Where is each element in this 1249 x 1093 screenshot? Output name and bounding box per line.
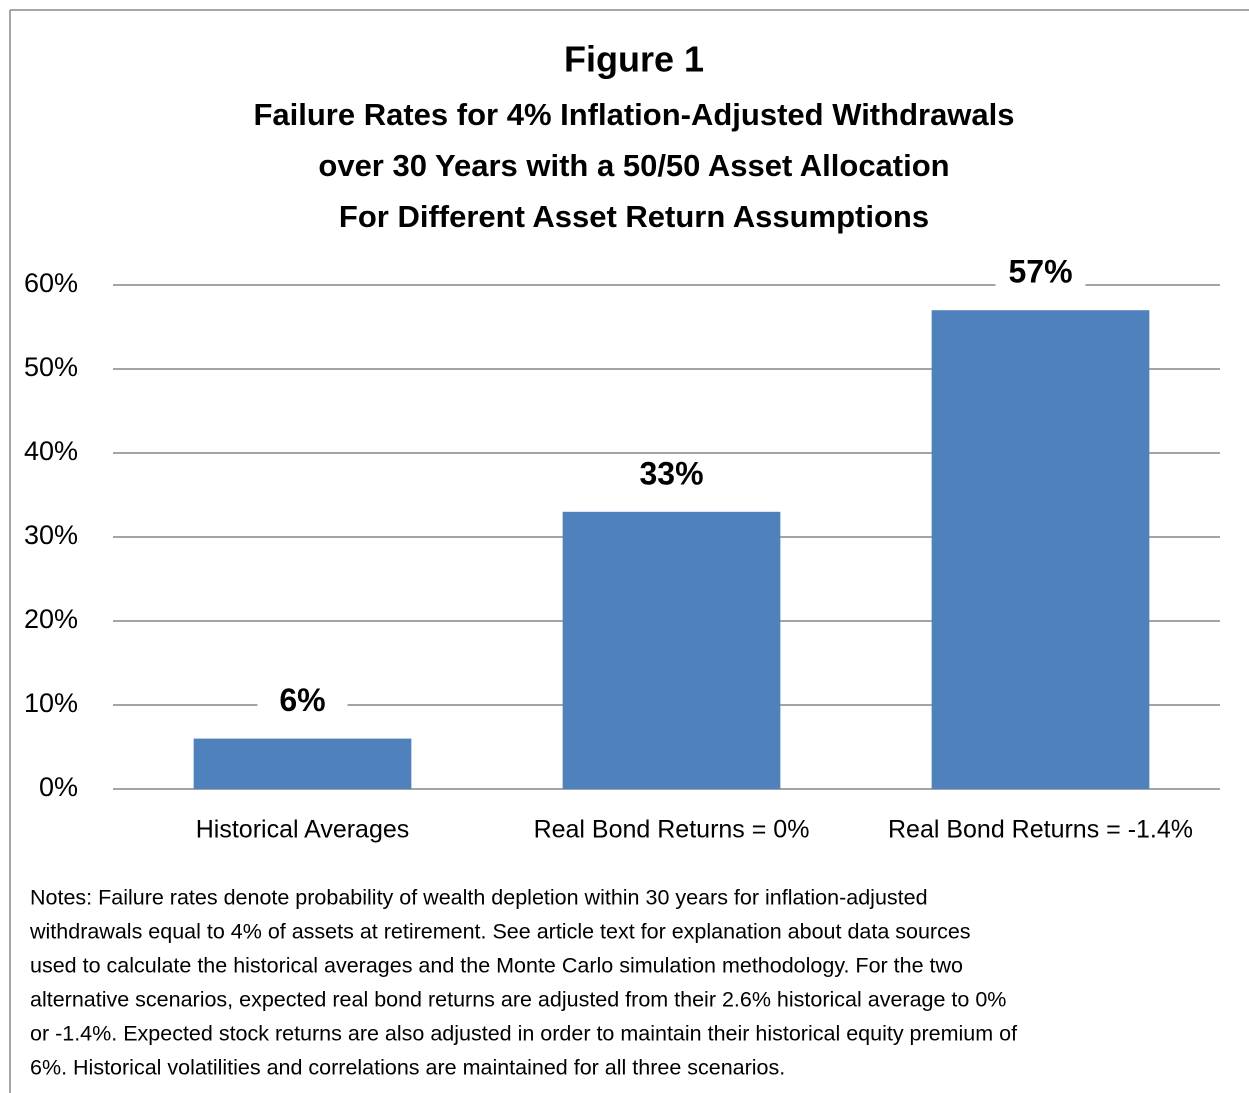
- chart-subtitle: over 30 Years with a 50/50 Asset Allocat…: [318, 148, 949, 183]
- y-tick-label: 40%: [24, 436, 78, 466]
- x-tick-label: Real Bond Returns = 0%: [534, 816, 810, 844]
- y-tick-label: 10%: [24, 688, 78, 718]
- value-label-bg: [257, 682, 348, 723]
- chart-title: Figure 1: [564, 39, 704, 80]
- value-label: 6%: [279, 682, 325, 718]
- bar: [193, 738, 412, 789]
- value-label-bg: [626, 455, 717, 496]
- chart-subtitle: Failure Rates for 4% Inflation-Adjusted …: [253, 97, 1014, 132]
- note-line: or -1.4%. Expected stock returns are als…: [30, 1022, 1017, 1046]
- chart-subtitle: For Different Asset Return Assumptions: [339, 199, 929, 234]
- value-label: 57%: [1008, 254, 1072, 290]
- y-tick-label: 60%: [24, 268, 78, 298]
- note-line: Notes: Failure rates denote probability …: [30, 886, 928, 910]
- y-tick-label: 0%: [39, 772, 78, 802]
- x-tick-label: Real Bond Returns = -1.4%: [888, 816, 1193, 844]
- y-tick-label: 30%: [24, 520, 78, 550]
- note-line: alternative scenarios, expected real bon…: [30, 988, 1006, 1012]
- note-line: used to calculate the historical average…: [30, 954, 963, 978]
- y-tick-label: 50%: [24, 352, 78, 382]
- note-line: 6%. Historical volatilities and correlat…: [30, 1056, 785, 1080]
- bar: [931, 310, 1150, 789]
- value-label-bg: [995, 254, 1086, 295]
- value-label: 33%: [639, 455, 703, 491]
- y-tick-label: 20%: [24, 604, 78, 634]
- x-tick-label: Historical Averages: [196, 816, 410, 844]
- note-line: withdrawals equal to 4% of assets at ret…: [29, 920, 971, 944]
- bar: [562, 511, 781, 789]
